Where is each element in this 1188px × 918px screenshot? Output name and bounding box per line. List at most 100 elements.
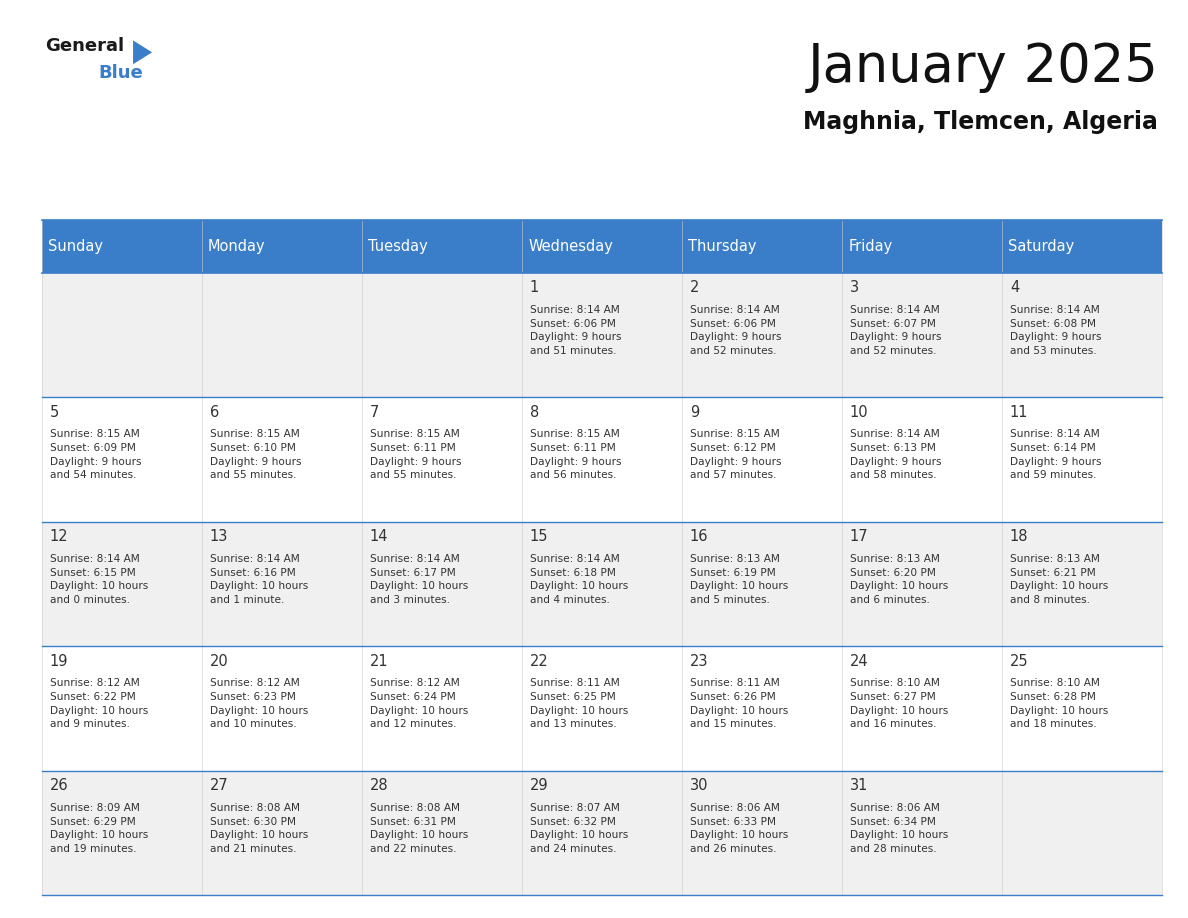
Text: 4: 4 xyxy=(1010,280,1019,295)
Bar xyxy=(1001,521,1162,646)
Text: 30: 30 xyxy=(690,778,708,793)
Bar xyxy=(1001,220,1162,273)
Bar xyxy=(522,273,682,397)
Bar xyxy=(361,521,522,646)
Bar xyxy=(361,770,522,895)
Bar xyxy=(842,397,1001,521)
Bar xyxy=(202,273,361,397)
Text: Friday: Friday xyxy=(848,239,892,254)
Text: Sunrise: 8:13 AM
Sunset: 6:20 PM
Daylight: 10 hours
and 6 minutes.: Sunrise: 8:13 AM Sunset: 6:20 PM Dayligh… xyxy=(849,554,948,605)
Text: Blue: Blue xyxy=(99,64,144,83)
Text: Sunrise: 8:11 AM
Sunset: 6:26 PM
Daylight: 10 hours
and 15 minutes.: Sunrise: 8:11 AM Sunset: 6:26 PM Dayligh… xyxy=(690,678,788,729)
Text: Sunrise: 8:08 AM
Sunset: 6:31 PM
Daylight: 10 hours
and 22 minutes.: Sunrise: 8:08 AM Sunset: 6:31 PM Dayligh… xyxy=(369,803,468,854)
Text: 20: 20 xyxy=(209,654,228,668)
Text: 9: 9 xyxy=(690,405,699,420)
Polygon shape xyxy=(133,40,152,64)
Text: 26: 26 xyxy=(50,778,68,793)
Text: Sunrise: 8:13 AM
Sunset: 6:21 PM
Daylight: 10 hours
and 8 minutes.: Sunrise: 8:13 AM Sunset: 6:21 PM Dayligh… xyxy=(1010,554,1108,605)
Text: Sunrise: 8:13 AM
Sunset: 6:19 PM
Daylight: 10 hours
and 5 minutes.: Sunrise: 8:13 AM Sunset: 6:19 PM Dayligh… xyxy=(690,554,788,605)
Text: 3: 3 xyxy=(849,280,859,295)
Bar xyxy=(1001,646,1162,770)
Text: 15: 15 xyxy=(530,529,548,544)
Text: Sunrise: 8:06 AM
Sunset: 6:33 PM
Daylight: 10 hours
and 26 minutes.: Sunrise: 8:06 AM Sunset: 6:33 PM Dayligh… xyxy=(690,803,788,854)
Bar xyxy=(842,220,1001,273)
Text: Sunrise: 8:10 AM
Sunset: 6:27 PM
Daylight: 10 hours
and 16 minutes.: Sunrise: 8:10 AM Sunset: 6:27 PM Dayligh… xyxy=(849,678,948,729)
Bar xyxy=(522,646,682,770)
Bar xyxy=(682,273,842,397)
Text: 1: 1 xyxy=(530,280,539,295)
Bar xyxy=(682,646,842,770)
Text: Sunrise: 8:12 AM
Sunset: 6:24 PM
Daylight: 10 hours
and 12 minutes.: Sunrise: 8:12 AM Sunset: 6:24 PM Dayligh… xyxy=(369,678,468,729)
Text: 10: 10 xyxy=(849,405,868,420)
Bar xyxy=(42,220,202,273)
Bar xyxy=(1001,273,1162,397)
Text: Sunrise: 8:14 AM
Sunset: 6:13 PM
Daylight: 9 hours
and 58 minutes.: Sunrise: 8:14 AM Sunset: 6:13 PM Dayligh… xyxy=(849,430,941,480)
Text: Sunrise: 8:10 AM
Sunset: 6:28 PM
Daylight: 10 hours
and 18 minutes.: Sunrise: 8:10 AM Sunset: 6:28 PM Dayligh… xyxy=(1010,678,1108,729)
Text: Monday: Monday xyxy=(208,239,266,254)
Text: Maghnia, Tlemcen, Algeria: Maghnia, Tlemcen, Algeria xyxy=(803,110,1158,134)
Bar xyxy=(522,220,682,273)
Text: Sunrise: 8:14 AM
Sunset: 6:07 PM
Daylight: 9 hours
and 52 minutes.: Sunrise: 8:14 AM Sunset: 6:07 PM Dayligh… xyxy=(849,305,941,356)
Bar xyxy=(522,521,682,646)
Bar xyxy=(202,220,361,273)
Bar xyxy=(42,521,202,646)
Text: Tuesday: Tuesday xyxy=(368,239,428,254)
Bar xyxy=(1001,397,1162,521)
Bar xyxy=(202,521,361,646)
Text: Saturday: Saturday xyxy=(1009,239,1074,254)
Text: Wednesday: Wednesday xyxy=(529,239,613,254)
Text: 29: 29 xyxy=(530,778,549,793)
Bar xyxy=(842,770,1001,895)
Bar xyxy=(682,770,842,895)
Text: 5: 5 xyxy=(50,405,59,420)
Text: Sunrise: 8:14 AM
Sunset: 6:16 PM
Daylight: 10 hours
and 1 minute.: Sunrise: 8:14 AM Sunset: 6:16 PM Dayligh… xyxy=(209,554,308,605)
Text: Sunrise: 8:14 AM
Sunset: 6:06 PM
Daylight: 9 hours
and 51 minutes.: Sunrise: 8:14 AM Sunset: 6:06 PM Dayligh… xyxy=(530,305,621,356)
Text: 24: 24 xyxy=(849,654,868,668)
Text: General: General xyxy=(45,37,125,55)
Text: Sunrise: 8:15 AM
Sunset: 6:09 PM
Daylight: 9 hours
and 54 minutes.: Sunrise: 8:15 AM Sunset: 6:09 PM Dayligh… xyxy=(50,430,141,480)
Text: Sunrise: 8:12 AM
Sunset: 6:23 PM
Daylight: 10 hours
and 10 minutes.: Sunrise: 8:12 AM Sunset: 6:23 PM Dayligh… xyxy=(209,678,308,729)
Text: Sunrise: 8:12 AM
Sunset: 6:22 PM
Daylight: 10 hours
and 9 minutes.: Sunrise: 8:12 AM Sunset: 6:22 PM Dayligh… xyxy=(50,678,147,729)
Text: Sunrise: 8:07 AM
Sunset: 6:32 PM
Daylight: 10 hours
and 24 minutes.: Sunrise: 8:07 AM Sunset: 6:32 PM Dayligh… xyxy=(530,803,628,854)
Bar xyxy=(42,646,202,770)
Bar xyxy=(361,273,522,397)
Text: 28: 28 xyxy=(369,778,388,793)
Bar xyxy=(682,220,842,273)
Text: 23: 23 xyxy=(690,654,708,668)
Bar xyxy=(202,397,361,521)
Bar xyxy=(42,770,202,895)
Text: Sunrise: 8:15 AM
Sunset: 6:11 PM
Daylight: 9 hours
and 55 minutes.: Sunrise: 8:15 AM Sunset: 6:11 PM Dayligh… xyxy=(369,430,461,480)
Bar xyxy=(202,646,361,770)
Text: 21: 21 xyxy=(369,654,388,668)
Text: Sunrise: 8:14 AM
Sunset: 6:17 PM
Daylight: 10 hours
and 3 minutes.: Sunrise: 8:14 AM Sunset: 6:17 PM Dayligh… xyxy=(369,554,468,605)
Text: Sunrise: 8:09 AM
Sunset: 6:29 PM
Daylight: 10 hours
and 19 minutes.: Sunrise: 8:09 AM Sunset: 6:29 PM Dayligh… xyxy=(50,803,147,854)
Bar xyxy=(842,646,1001,770)
Text: January 2025: January 2025 xyxy=(808,41,1158,94)
Text: Sunrise: 8:14 AM
Sunset: 6:15 PM
Daylight: 10 hours
and 0 minutes.: Sunrise: 8:14 AM Sunset: 6:15 PM Dayligh… xyxy=(50,554,147,605)
Bar xyxy=(842,273,1001,397)
Text: Sunrise: 8:15 AM
Sunset: 6:10 PM
Daylight: 9 hours
and 55 minutes.: Sunrise: 8:15 AM Sunset: 6:10 PM Dayligh… xyxy=(209,430,301,480)
Bar xyxy=(842,521,1001,646)
Text: 31: 31 xyxy=(849,778,868,793)
Text: 17: 17 xyxy=(849,529,868,544)
Text: 13: 13 xyxy=(209,529,228,544)
Text: 25: 25 xyxy=(1010,654,1029,668)
Text: 16: 16 xyxy=(690,529,708,544)
Bar xyxy=(42,273,202,397)
Bar xyxy=(42,397,202,521)
Bar xyxy=(1001,770,1162,895)
Bar xyxy=(682,521,842,646)
Text: 19: 19 xyxy=(50,654,68,668)
Text: Sunday: Sunday xyxy=(48,239,103,254)
Text: Sunrise: 8:14 AM
Sunset: 6:08 PM
Daylight: 9 hours
and 53 minutes.: Sunrise: 8:14 AM Sunset: 6:08 PM Dayligh… xyxy=(1010,305,1101,356)
Bar xyxy=(361,220,522,273)
Text: Sunrise: 8:08 AM
Sunset: 6:30 PM
Daylight: 10 hours
and 21 minutes.: Sunrise: 8:08 AM Sunset: 6:30 PM Dayligh… xyxy=(209,803,308,854)
Text: 11: 11 xyxy=(1010,405,1029,420)
Text: 14: 14 xyxy=(369,529,388,544)
Text: 2: 2 xyxy=(690,280,699,295)
Bar xyxy=(522,397,682,521)
Text: Sunrise: 8:15 AM
Sunset: 6:12 PM
Daylight: 9 hours
and 57 minutes.: Sunrise: 8:15 AM Sunset: 6:12 PM Dayligh… xyxy=(690,430,782,480)
Text: 22: 22 xyxy=(530,654,549,668)
Text: Sunrise: 8:14 AM
Sunset: 6:06 PM
Daylight: 9 hours
and 52 minutes.: Sunrise: 8:14 AM Sunset: 6:06 PM Dayligh… xyxy=(690,305,782,356)
Text: 18: 18 xyxy=(1010,529,1029,544)
